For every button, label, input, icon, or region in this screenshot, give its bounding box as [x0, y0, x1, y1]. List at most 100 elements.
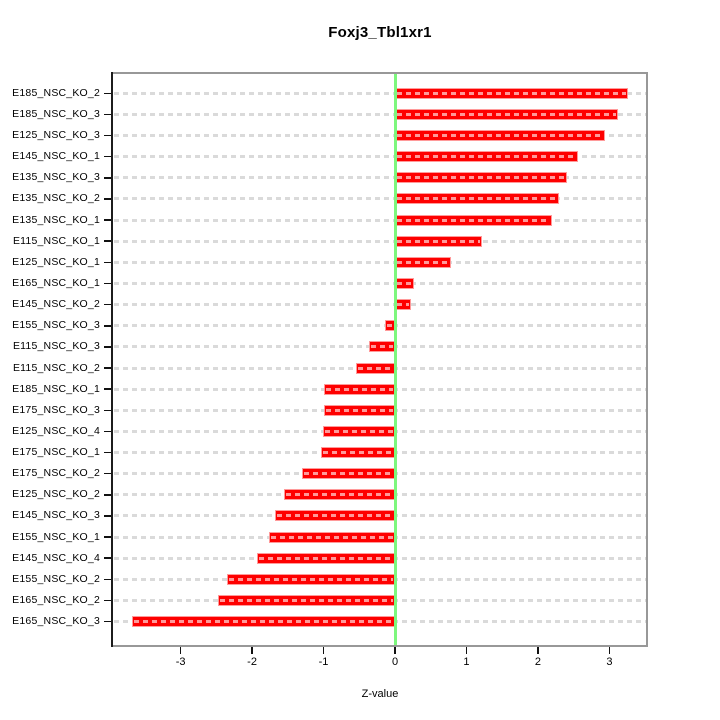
bar-dash-pattern — [397, 91, 626, 95]
x-tick-mark — [322, 647, 325, 654]
bar-E165_NSC_KO_3 — [132, 616, 395, 628]
gridline — [114, 324, 646, 328]
y-tick-mark — [104, 261, 112, 264]
bar-dash-pattern — [357, 366, 393, 370]
x-tick-label: -1 — [318, 656, 329, 668]
gridline — [114, 218, 646, 222]
x-tick-label: 0 — [391, 656, 399, 668]
bar-E125_NSC_KO_4 — [322, 425, 395, 437]
x-tick-mark — [537, 647, 539, 654]
x-tick-label: -3 — [175, 656, 186, 668]
gridline — [114, 134, 646, 138]
y-axis-label: E175_NSC_KO_1 — [12, 446, 100, 459]
bar-E165_NSC_KO_1 — [395, 277, 415, 289]
y-axis-label: E135_NSC_KO_1 — [12, 213, 100, 226]
bar-dash-pattern — [397, 155, 576, 159]
bar-dash-pattern — [397, 239, 481, 243]
y-axis-label: E175_NSC_KO_2 — [12, 467, 100, 480]
y-axis-label: E165_NSC_KO_3 — [12, 615, 100, 628]
bar-E185_NSC_KO_2 — [395, 87, 628, 99]
y-tick-mark — [104, 134, 112, 137]
y-tick-mark — [104, 240, 112, 242]
y-tick-mark — [104, 219, 112, 221]
y-axis-label: E175_NSC_KO_3 — [12, 403, 100, 416]
y-axis-label: E165_NSC_KO_1 — [12, 276, 100, 289]
x-tick-mark — [179, 647, 182, 654]
bar-dash-pattern — [276, 514, 393, 518]
bar-E185_NSC_KO_3 — [395, 108, 618, 120]
x-tick-label: 3 — [606, 656, 613, 668]
plot-area — [111, 72, 648, 647]
bar-E155_NSC_KO_2 — [227, 573, 395, 585]
bar-E175_NSC_KO_3 — [323, 404, 395, 416]
y-axis-label: E115_NSC_KO_2 — [12, 361, 100, 374]
bar-E145_NSC_KO_3 — [274, 510, 395, 522]
gridline — [114, 91, 646, 95]
bar-E155_NSC_KO_1 — [269, 531, 395, 543]
zero-reference-line — [394, 73, 397, 646]
bar-dash-pattern — [397, 134, 604, 138]
bar-dash-pattern — [397, 303, 409, 307]
bar-E115_NSC_KO_2 — [355, 362, 395, 374]
y-tick-mark — [104, 494, 112, 496]
bar-E165_NSC_KO_2 — [218, 594, 395, 606]
bar-dash-pattern — [397, 197, 558, 201]
y-tick-mark — [104, 536, 112, 538]
y-axis-label: E125_NSC_KO_4 — [12, 424, 100, 437]
gridline — [114, 112, 646, 116]
gridline — [114, 176, 646, 180]
y-tick-mark — [104, 388, 112, 390]
bar-dash-pattern — [304, 472, 393, 476]
bar-E185_NSC_KO_1 — [324, 383, 395, 395]
bar-dash-pattern — [229, 577, 393, 581]
y-axis-label: E185_NSC_KO_3 — [12, 107, 100, 120]
bar-dash-pattern — [397, 260, 449, 264]
gridline — [114, 303, 646, 307]
bar-dash-pattern — [397, 218, 551, 222]
y-tick-mark — [104, 198, 112, 200]
x-tick-label: -2 — [247, 656, 257, 668]
bar-dash-pattern — [286, 493, 393, 497]
y-tick-mark — [104, 92, 112, 95]
y-tick-mark — [104, 472, 112, 475]
bar-E115_NSC_KO_1 — [395, 235, 483, 247]
bar-dash-pattern — [387, 324, 393, 328]
bar-dash-pattern — [397, 112, 616, 116]
y-tick-mark — [104, 346, 112, 348]
y-axis-label: E125_NSC_KO_1 — [12, 255, 100, 268]
bar-dash-pattern — [397, 281, 413, 285]
bar-E145_NSC_KO_4 — [257, 552, 395, 564]
x-tick-mark — [251, 647, 253, 654]
y-tick-mark — [104, 515, 112, 517]
y-tick-mark — [104, 620, 112, 623]
chart-title: Foxj3_Tbl1xr1 — [328, 24, 432, 41]
bar-dash-pattern — [397, 176, 565, 180]
y-tick-mark — [104, 155, 112, 158]
y-axis-label: E155_NSC_KO_3 — [12, 319, 100, 332]
y-tick-mark — [104, 451, 112, 454]
bar-dash-pattern — [325, 408, 393, 412]
y-tick-mark — [104, 367, 112, 369]
bar-dash-pattern — [324, 429, 393, 433]
x-tick-mark — [394, 647, 396, 654]
bar-E145_NSC_KO_2 — [395, 299, 411, 311]
bar-E175_NSC_KO_1 — [321, 447, 395, 459]
bar-E175_NSC_KO_2 — [302, 468, 395, 480]
bar-dash-pattern — [134, 620, 393, 624]
y-tick-mark — [104, 557, 112, 559]
bar-E125_NSC_KO_3 — [395, 130, 606, 142]
y-axis-label: E135_NSC_KO_3 — [12, 171, 100, 184]
bar-dash-pattern — [259, 556, 393, 560]
bar-dash-pattern — [326, 387, 393, 391]
bar-E135_NSC_KO_2 — [395, 193, 560, 205]
y-tick-mark — [104, 303, 112, 306]
x-axis-title: Z-value — [361, 688, 399, 700]
y-axis-label: E115_NSC_KO_1 — [12, 234, 100, 247]
bar-E145_NSC_KO_1 — [395, 151, 578, 163]
x-tick-mark — [608, 647, 611, 654]
x-tick-label: 1 — [463, 656, 470, 668]
bar-E135_NSC_KO_1 — [395, 214, 553, 226]
y-axis-label: E145_NSC_KO_4 — [12, 551, 100, 564]
y-tick-mark — [104, 599, 112, 602]
